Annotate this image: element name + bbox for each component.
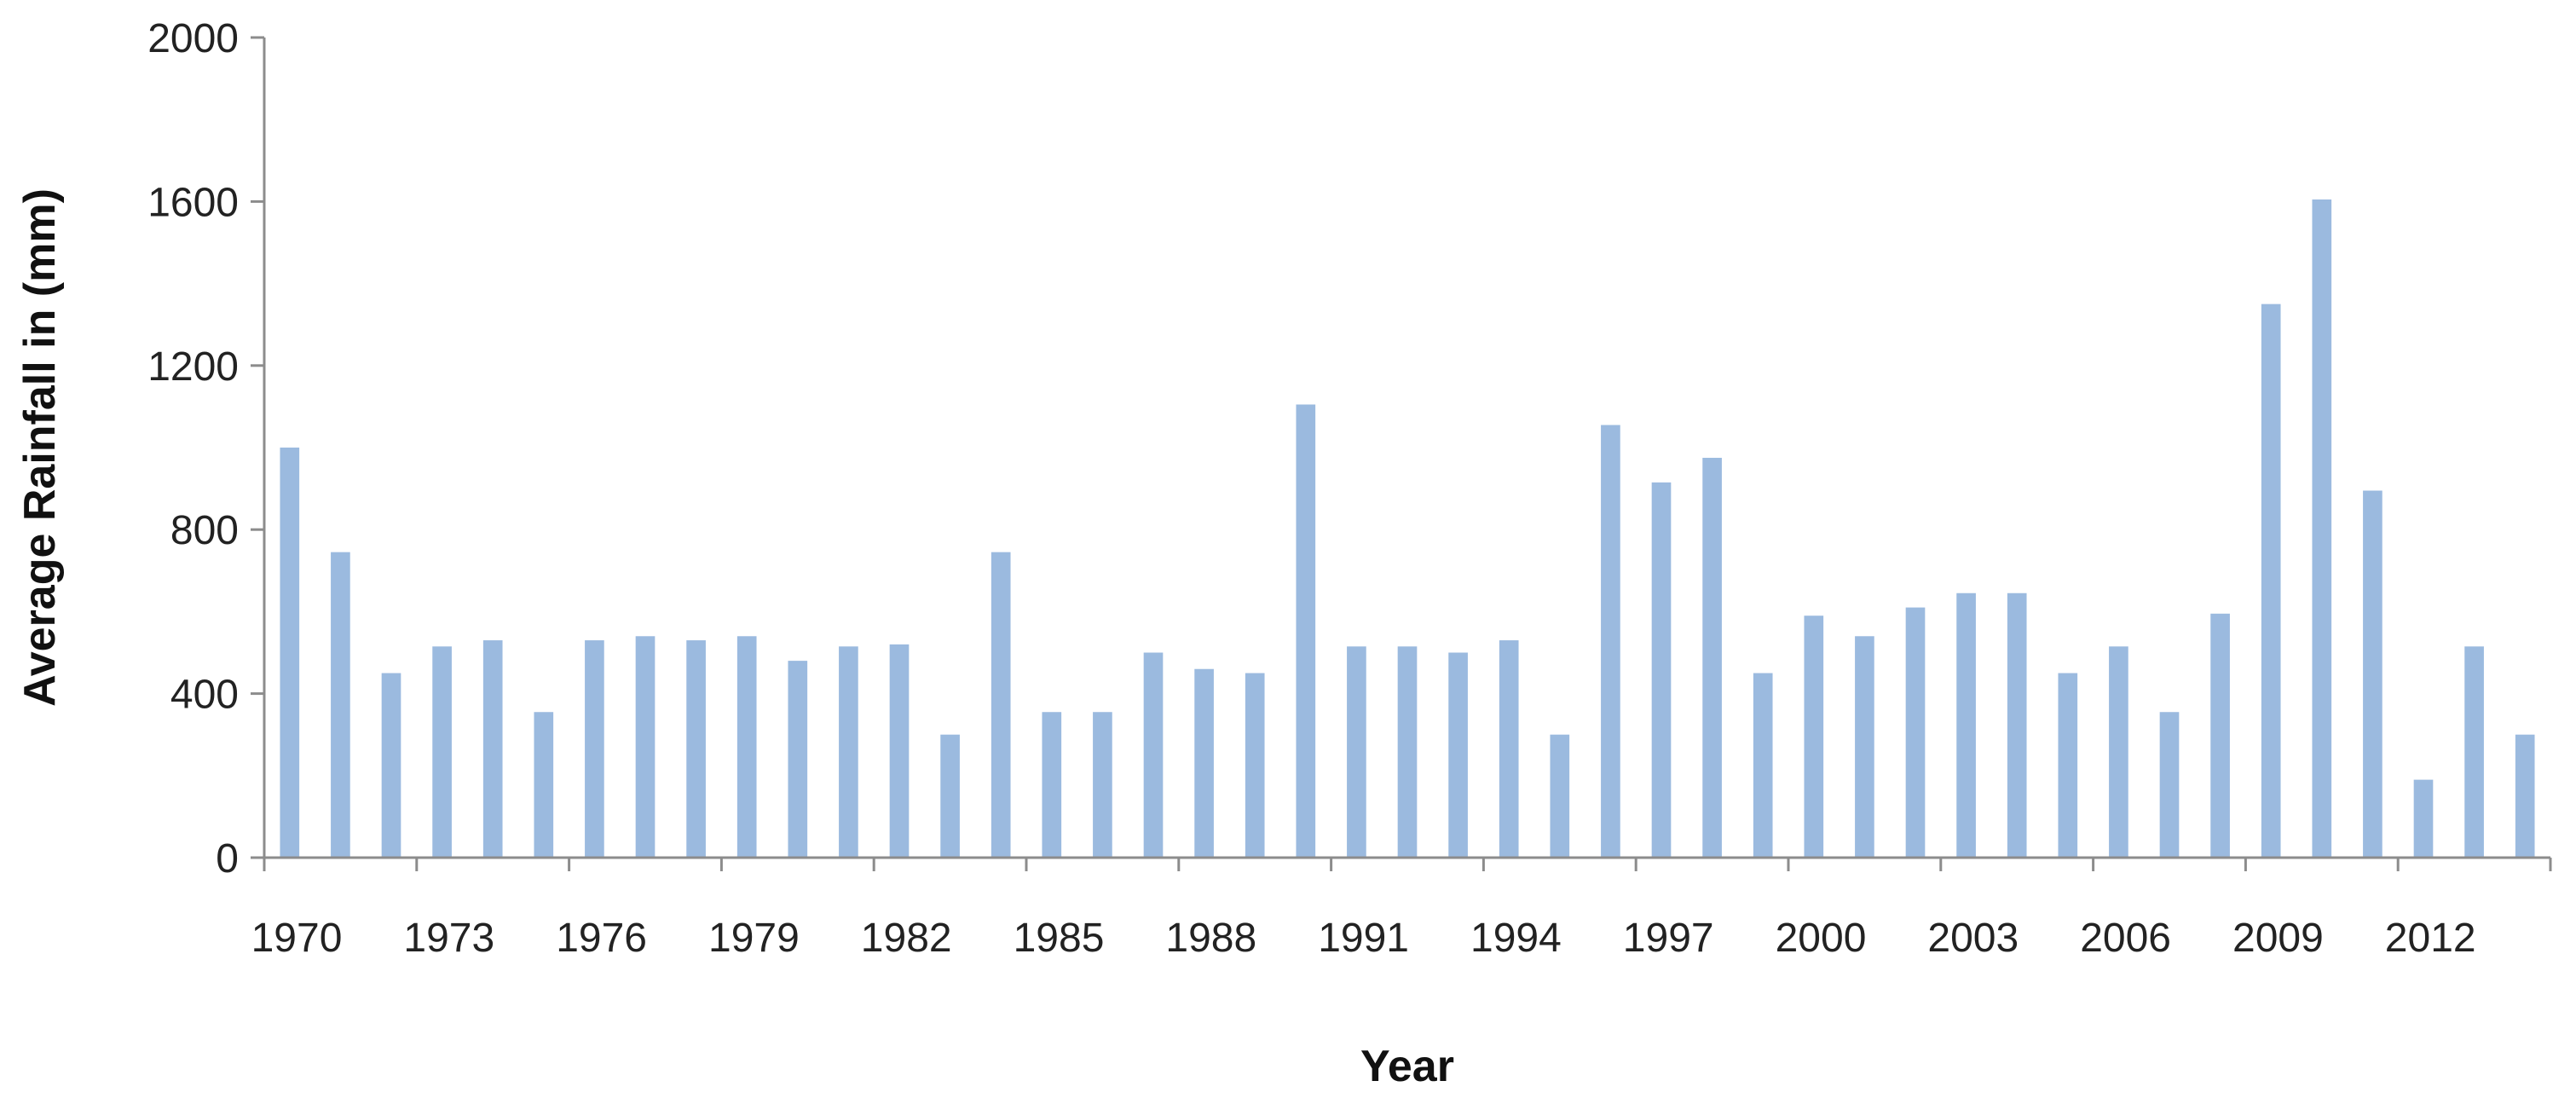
bar-2003: [1956, 592, 1976, 858]
x-tick-label: 1973: [403, 916, 494, 961]
bar-2004: [2007, 592, 2027, 858]
bar-2012: [2413, 779, 2434, 858]
bar-1988: [1194, 668, 1214, 858]
bar-1986: [1093, 712, 1112, 858]
x-tick-label: 2012: [2385, 916, 2476, 961]
bar-1987: [1143, 652, 1164, 858]
x-tick-label: 2003: [1927, 916, 2019, 961]
bar-1975: [534, 712, 554, 858]
bar-1976: [585, 640, 604, 858]
bar-1999: [1753, 673, 1773, 858]
x-tick-label: 1994: [1470, 916, 1562, 961]
bar-1983: [940, 734, 960, 858]
bar-2008: [2210, 613, 2230, 858]
x-tick-label: 1997: [1623, 916, 1714, 961]
bar-1972: [381, 673, 401, 858]
bar-1978: [686, 640, 706, 858]
bar-1977: [635, 636, 656, 858]
bar-2009: [2261, 303, 2281, 858]
bar-1998: [1702, 458, 1722, 858]
y-tick-label: 400: [170, 673, 239, 718]
bar-1995: [1550, 734, 1570, 858]
bar-2001: [1855, 636, 1874, 858]
bar-1994: [1499, 640, 1519, 858]
bar-1971: [331, 552, 350, 858]
bar-2005: [2058, 673, 2078, 858]
x-tick-label: 2006: [2080, 916, 2171, 961]
bar-2000: [1804, 616, 1824, 858]
x-axis-title: Year: [1360, 1042, 1454, 1091]
y-tick-label: 1200: [147, 344, 239, 390]
bar-1985: [1042, 712, 1062, 858]
y-axis-title: Average Rainfall in (mm): [15, 188, 65, 707]
x-tick-label: 1991: [1318, 916, 1409, 961]
bar-1993: [1448, 652, 1468, 858]
x-tick-label: 1982: [861, 916, 952, 961]
bar-2007: [2159, 712, 2180, 858]
bar-1989: [1245, 673, 1265, 858]
bar-1992: [1397, 646, 1418, 858]
bar-1984: [991, 552, 1011, 858]
bar-2014: [2515, 734, 2535, 858]
x-tick-label: 2000: [1776, 916, 1867, 961]
x-tick-label: 2009: [2232, 916, 2324, 961]
y-tick-label: 1600: [147, 180, 239, 225]
bar-1991: [1347, 646, 1366, 858]
bars-group: [280, 199, 2535, 858]
bar-2011: [2363, 490, 2383, 858]
bar-2013: [2464, 646, 2484, 858]
y-tick-label: 0: [216, 836, 239, 881]
bar-1990: [1296, 404, 1316, 858]
bar-2010: [2312, 199, 2332, 858]
x-axis-ticks: 1970 1973 1976 1979 1982 1985 1988 1991 1994 1997…: [251, 858, 2552, 961]
bar-2002: [1905, 607, 1926, 858]
x-tick-label: 1985: [1014, 916, 1105, 961]
bar-1973: [432, 646, 452, 858]
x-tick-label: 1988: [1165, 916, 1256, 961]
bar-1980: [788, 661, 808, 858]
y-axis-ticks: 0 400 800 1200 1600 2000: [147, 16, 264, 881]
bar-1979: [736, 636, 757, 858]
bar-1974: [482, 640, 503, 858]
bar-1982: [889, 644, 910, 858]
bar-1996: [1601, 425, 1620, 858]
bar-2006: [2109, 646, 2128, 858]
bar-1970: [280, 448, 300, 858]
bar-1997: [1651, 482, 1672, 858]
bar-1981: [839, 646, 858, 858]
x-tick-label: 1976: [556, 916, 647, 961]
y-tick-label: 800: [170, 508, 239, 553]
y-tick-label: 2000: [147, 16, 239, 61]
x-tick-label: 1979: [708, 916, 800, 961]
x-tick-label: 1970: [251, 916, 343, 961]
